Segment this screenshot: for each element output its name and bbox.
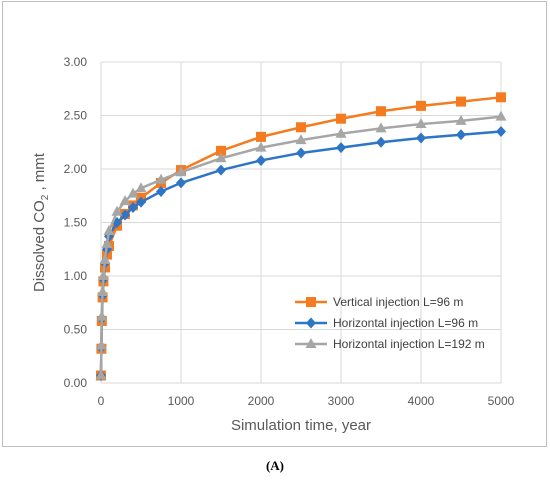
legend: Vertical injection L=96 m Horizontal inje… — [295, 295, 485, 351]
legend-label: Horizontal injection L=192 m — [333, 337, 485, 351]
data-point — [295, 134, 307, 145]
data-point — [376, 136, 386, 148]
data-point — [416, 100, 426, 111]
legend-marker — [305, 338, 317, 348]
data-point — [101, 237, 113, 248]
data-point — [175, 166, 187, 177]
data-point — [127, 187, 139, 198]
data-point — [256, 154, 266, 166]
data-point — [103, 225, 115, 236]
figure-frame — [2, 1, 547, 447]
y-tick-label: 0.50 — [64, 323, 88, 337]
data-point — [415, 118, 427, 129]
data-point — [296, 147, 306, 159]
data-point — [336, 142, 346, 154]
data-point — [496, 126, 506, 138]
x-tick-label: 3000 — [328, 394, 355, 408]
data-point — [155, 173, 167, 184]
legend-marker — [306, 297, 316, 307]
data-point — [97, 270, 109, 280]
data-point — [215, 152, 227, 163]
y-axis-title: Dissolved CO2 , mmt — [31, 152, 51, 292]
data-point — [336, 113, 346, 124]
data-point — [97, 286, 109, 297]
y-tick-label: 0.00 — [64, 376, 88, 390]
data-point — [95, 369, 107, 380]
y-tick-label: 2.00 — [64, 162, 88, 176]
data-point — [135, 182, 147, 193]
series-3 — [95, 110, 507, 380]
data-point — [455, 114, 467, 125]
legend-label: Horizontal injection L=96 m — [333, 316, 478, 330]
data-point — [136, 196, 146, 208]
x-tick-label: 1000 — [168, 394, 195, 408]
x-axis-title: Simulation time, year — [231, 417, 371, 434]
x-tick-label: 5000 — [488, 394, 515, 408]
data-point — [456, 129, 466, 141]
data-point — [255, 141, 267, 152]
data-point — [456, 96, 466, 107]
x-tick-label: 4000 — [408, 394, 435, 408]
data-point — [416, 132, 426, 144]
data-point — [496, 92, 506, 103]
data-point — [120, 209, 130, 221]
data-point — [256, 131, 266, 142]
legend-label: Vertical injection L=96 m — [333, 295, 463, 309]
panel-label: (A) — [265, 458, 285, 473]
data-point — [111, 205, 123, 216]
x-tick-label: 2000 — [248, 394, 275, 408]
data-point — [96, 310, 108, 321]
data-point — [95, 339, 107, 350]
data-point — [216, 164, 226, 176]
data-point — [376, 106, 386, 117]
y-tick-label: 3.00 — [64, 55, 88, 69]
chart-svg: 0.00 0.50 1.00 1.50 2.00 2.50 3.00 0 1000 2000 300… — [31, 55, 515, 434]
data-point — [99, 253, 111, 264]
x-tick-label: 0 — [98, 394, 105, 408]
data-point — [216, 145, 226, 156]
y-tick-label: 2.50 — [64, 109, 88, 123]
data-point — [495, 110, 507, 121]
data-point — [335, 127, 347, 138]
data-point — [156, 185, 166, 197]
data-point — [128, 202, 138, 214]
data-point — [119, 195, 131, 206]
data-point — [296, 122, 306, 133]
legend-marker — [306, 317, 316, 329]
y-tick-label: 1.00 — [64, 269, 88, 283]
y-tick-label: 1.50 — [64, 216, 88, 230]
data-point — [176, 177, 186, 189]
data-point — [375, 122, 387, 133]
